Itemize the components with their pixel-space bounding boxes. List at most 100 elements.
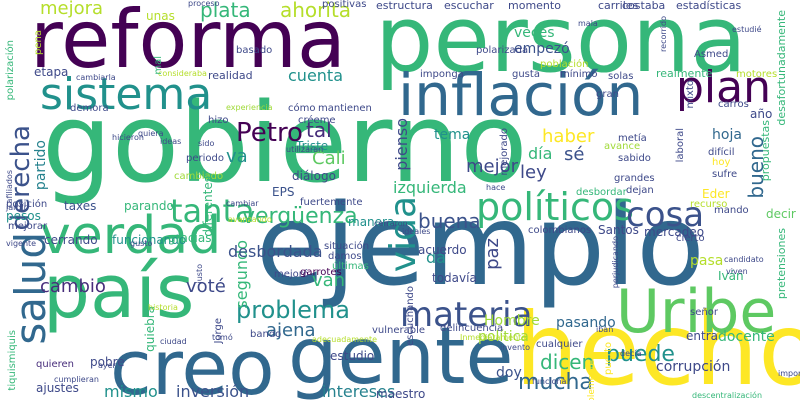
word-151: avance xyxy=(604,141,641,152)
word-21: mucha xyxy=(518,370,593,395)
word-192: avanzando xyxy=(228,215,272,224)
word-148: mixto xyxy=(685,80,696,109)
word-103: dejan xyxy=(626,185,654,196)
word-54: tema xyxy=(434,127,471,143)
word-90: Iván xyxy=(718,269,744,283)
word-135: mantienen xyxy=(318,103,372,114)
word-84: todavía xyxy=(432,271,477,285)
word-193: quiera xyxy=(138,129,164,138)
word-186: iban xyxy=(596,325,614,334)
word-12: sistema xyxy=(40,69,213,120)
word-49: cuenta xyxy=(288,66,343,85)
word-119: demora xyxy=(70,103,109,114)
word-61: doy xyxy=(496,365,522,381)
word-34: haber xyxy=(542,126,595,147)
word-159: utilizaran xyxy=(286,145,324,154)
word-140: propuestas xyxy=(759,120,772,182)
word-93: maestro xyxy=(376,387,426,400)
word-41: partido xyxy=(33,140,49,191)
word-8: inflación xyxy=(398,61,644,129)
word-17: cosa xyxy=(626,195,705,235)
word-65: etapa xyxy=(34,65,69,79)
word-3: hecho xyxy=(515,291,800,400)
word-5: creo xyxy=(110,323,275,400)
word-14: plan xyxy=(676,62,772,113)
word-92: entra xyxy=(686,329,718,343)
word-55: hoja xyxy=(712,127,742,143)
word-7: país xyxy=(43,249,195,335)
word-173: cambiarla xyxy=(76,73,116,82)
word-138: Asmed xyxy=(694,49,729,60)
word-85: acuerdo xyxy=(418,243,467,257)
word-95: ajustes xyxy=(36,381,79,395)
word-89: cierto xyxy=(676,233,705,244)
word-109: sufre xyxy=(712,169,738,180)
word-53: día xyxy=(528,144,553,163)
word-31: cambio xyxy=(40,276,106,297)
word-16: políticos xyxy=(476,185,634,229)
word-82: mejoró xyxy=(274,269,309,280)
word-40: pienso xyxy=(392,118,411,171)
word-149: metía xyxy=(618,133,647,144)
word-73: pesos xyxy=(6,209,41,223)
word-129: escuchar xyxy=(444,0,494,12)
word-146: gusta xyxy=(512,69,540,80)
word-79: situación xyxy=(324,241,370,252)
word-136: cómo xyxy=(288,103,316,114)
word-171: adecuadamente xyxy=(312,335,378,344)
word-154: bando xyxy=(250,329,282,340)
word-101: decir xyxy=(766,207,796,221)
word-122: hizo xyxy=(208,115,229,126)
word-44: sé xyxy=(564,144,585,165)
word-77: gracias xyxy=(168,231,212,245)
word-172: consideraba xyxy=(158,69,207,78)
word-198: posiblemente xyxy=(587,360,597,400)
word-185: decía xyxy=(620,349,642,358)
word-96: pobre xyxy=(90,355,125,369)
word-91: señor xyxy=(690,307,718,318)
word-137: créeme xyxy=(298,115,336,126)
word-147: carriles xyxy=(598,0,639,12)
word-9: verdad xyxy=(40,206,222,266)
word-56: pasando xyxy=(556,315,616,331)
word-24: vergüenza xyxy=(242,204,358,229)
word-97: vulnerable xyxy=(372,325,426,336)
word-190: ideales xyxy=(402,227,431,236)
word-22: puede xyxy=(606,342,675,367)
word-177: estudié xyxy=(732,25,762,34)
word-153: quiebra xyxy=(143,306,157,352)
word-110: hoy xyxy=(712,157,731,168)
word-75: funcionando xyxy=(112,233,187,247)
word-81: últimas xyxy=(332,261,369,272)
word-80: damos xyxy=(328,251,362,262)
word-125: mejorar xyxy=(8,221,48,232)
word-187: hace xyxy=(486,183,506,192)
word-184: invento xyxy=(500,343,531,352)
word-174: proceso xyxy=(188,0,220,8)
word-176: recorrido xyxy=(659,16,668,52)
word-150: sabido xyxy=(618,153,651,164)
word-160: sido xyxy=(198,139,215,148)
word-175: experiencia xyxy=(226,103,273,112)
word-39: intereses xyxy=(322,382,396,400)
word-37: mismo xyxy=(104,382,158,400)
word-46: da xyxy=(426,248,446,267)
word-121: cambiado xyxy=(174,171,224,182)
word-126: basado xyxy=(236,45,273,56)
word-28: ahorita xyxy=(280,0,352,22)
word-83: garrotes xyxy=(300,267,342,278)
word-107: mando xyxy=(714,205,749,216)
word-169: importa xyxy=(778,369,800,378)
word-26: mejora xyxy=(40,0,104,19)
word-134: unas xyxy=(146,9,175,23)
word-132: estadísticas xyxy=(676,0,742,12)
word-4: gente xyxy=(288,312,514,400)
word-164: ciudad xyxy=(160,337,187,346)
word-20: Petro xyxy=(236,118,303,148)
word-106: colombianos xyxy=(528,225,592,236)
word-178: afiliados xyxy=(5,170,14,204)
word-67: realidad xyxy=(208,69,253,82)
word-167: candidato xyxy=(724,255,764,264)
word-74: cerrando xyxy=(44,233,98,247)
word-33: ajena xyxy=(266,320,316,341)
